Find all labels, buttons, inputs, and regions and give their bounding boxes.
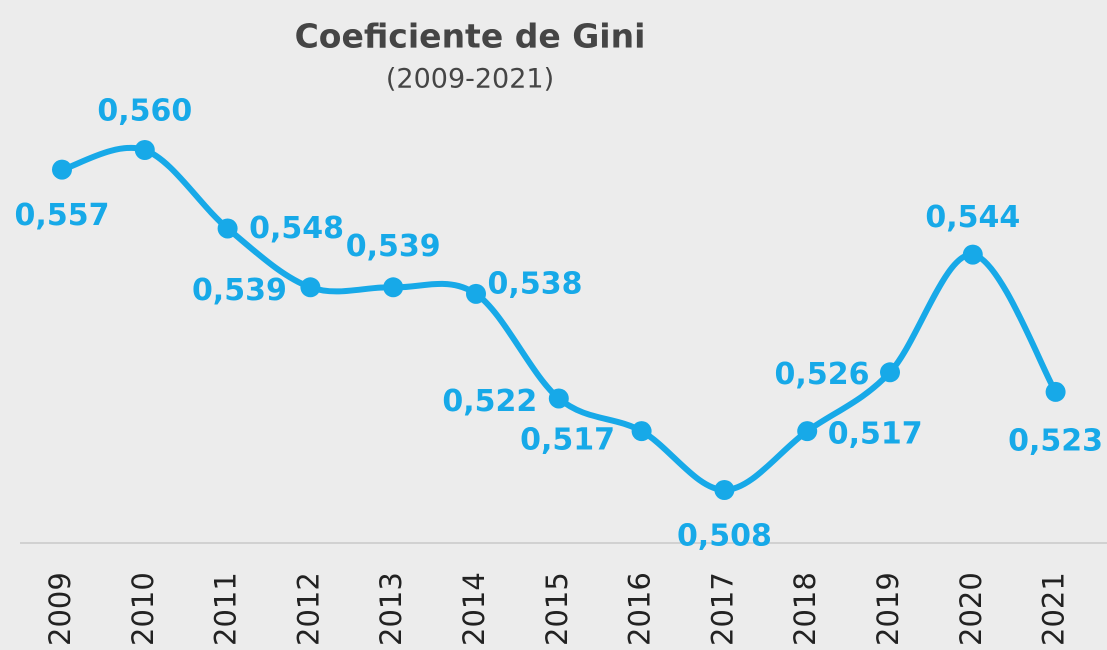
value-label: 0,522: [442, 384, 537, 419]
value-label: 0,539: [192, 273, 287, 308]
point: [52, 159, 72, 180]
value-label: 0,557: [15, 198, 110, 233]
point: [962, 244, 983, 265]
value-label: 0,508: [677, 519, 772, 554]
point: [548, 388, 569, 409]
point: [714, 480, 735, 500]
x-tick-label: 2018: [788, 572, 822, 646]
value-label: 0,539: [346, 229, 441, 264]
point: [466, 283, 486, 304]
value-label: 0,544: [925, 200, 1020, 235]
value-label: 0,560: [97, 94, 192, 129]
point: [217, 218, 238, 239]
x-tick-label: 2013: [374, 572, 408, 646]
point: [134, 140, 155, 160]
value-label: 0,548: [249, 211, 344, 246]
x-tick-label: 2012: [291, 572, 325, 646]
point: [880, 362, 900, 383]
point: [631, 421, 652, 442]
point: [383, 277, 404, 298]
x-tick-label: 2015: [540, 572, 574, 646]
point: [300, 277, 321, 298]
x-tick-label: 2010: [126, 572, 160, 646]
x-tick-label: 2009: [43, 572, 77, 646]
value-label: 0,538: [488, 266, 583, 301]
x-tick-label: 2019: [871, 572, 905, 646]
x-tick-label: 2014: [457, 572, 491, 646]
value-label: 0,523: [1008, 423, 1103, 458]
x-tick-label: 2021: [1037, 572, 1071, 646]
x-tick-label: 2020: [954, 572, 988, 646]
chart-subtitle: (2009-2021): [386, 64, 554, 95]
x-tick-label: 2017: [705, 572, 739, 646]
value-label: 0,526: [775, 357, 870, 392]
chart-title: Coeficiente de Gini: [295, 17, 646, 56]
value-label: 0,517: [520, 423, 615, 458]
x-tick-label: 2011: [209, 572, 243, 646]
point: [797, 421, 818, 442]
x-tick-label: 2016: [623, 572, 657, 646]
point: [1045, 381, 1066, 402]
value-label: 0,517: [828, 417, 923, 452]
